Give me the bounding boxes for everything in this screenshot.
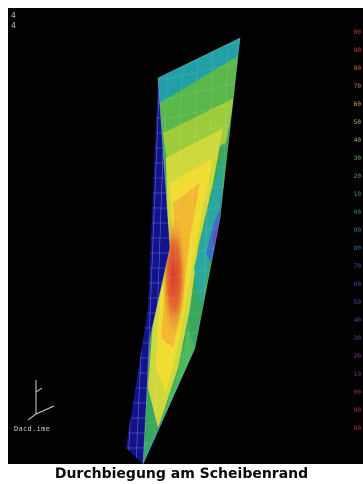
corner-mark-top: 4	[11, 11, 16, 20]
legend-tick: 40	[353, 137, 361, 144]
color-legend: 00 90 80 70 60 50 40 30 20 10 00 90 80 7…	[345, 8, 363, 464]
legend-tick: 00	[353, 209, 361, 216]
legend-tick: 60	[353, 281, 361, 288]
legend-tick: 70	[353, 263, 361, 270]
legend-tick: 90	[353, 227, 361, 234]
legend-tick: 70	[353, 83, 361, 90]
deflection-plot	[126, 37, 241, 464]
legend-tick: 20	[353, 173, 361, 180]
axis-triad-icon	[27, 380, 55, 421]
figure-caption: Durchbiegung am Scheibenrand	[54, 466, 309, 482]
legend-tick: 00	[353, 389, 361, 396]
legend-tick: 80	[353, 65, 361, 72]
legend-tick: 50	[353, 299, 361, 306]
legend-tick: 90	[353, 407, 361, 414]
legend-tick: 30	[353, 335, 361, 342]
legend-tick: 60	[353, 101, 361, 108]
plate-outline	[142, 37, 241, 464]
legend-tick: 50	[353, 119, 361, 126]
corner-mark-second: 4	[11, 21, 16, 30]
legend-tick: 40	[353, 317, 361, 324]
legend-tick: 90	[353, 47, 361, 54]
deformed-plate	[143, 38, 240, 464]
legend-tick: 80	[353, 425, 361, 432]
legend-tick: 20	[353, 353, 361, 360]
legend-tick: 30	[353, 155, 361, 162]
axis-label: Dacd.ime	[14, 425, 51, 433]
legend-tick: 00	[353, 29, 361, 36]
legend-tick: 10	[353, 371, 361, 378]
fem-viewport[interactable]: 4 4	[8, 8, 363, 464]
legend-tick: 80	[353, 245, 361, 252]
legend-tick: 10	[353, 191, 361, 198]
